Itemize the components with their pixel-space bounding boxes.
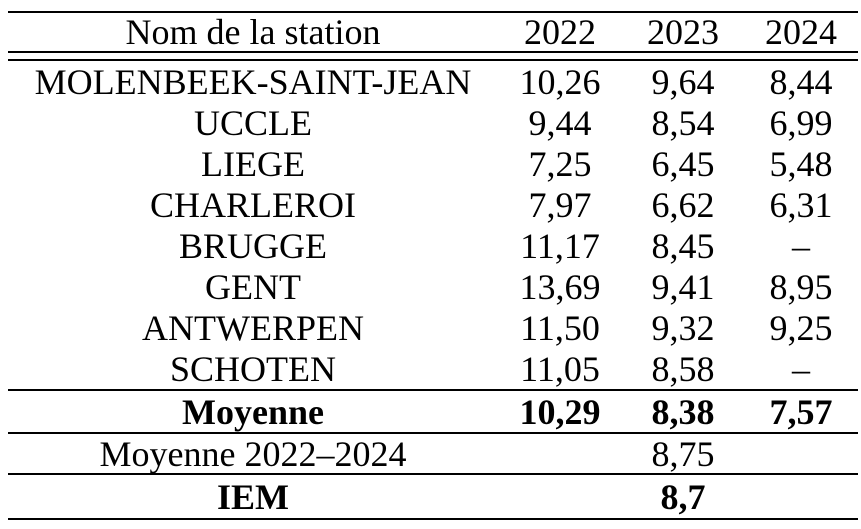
station-name: BRUGGE [178,225,327,266]
empty-cell [498,433,622,475]
iem-row: IEM 8,7 [8,474,858,520]
station-name: ANTWERPEN [142,307,364,348]
column-header-station: Nom de la station [8,12,498,53]
value-2024-missing: – [792,225,810,266]
value-2022: 7,25 [528,143,592,184]
table-row: CHARLEROI 7,97 6,62 6,31 [8,184,858,225]
column-header-2024: 2024 [744,12,858,53]
value-2024: 6,31 [769,184,833,225]
value-2022: 7,97 [528,184,592,225]
value-2022: 11,05 [520,348,600,389]
value-2023: 8,58 [651,348,715,389]
station-name: LIEGE [201,143,305,184]
station-name: SCHOTEN [169,348,336,389]
moyenne-row: Moyenne 10,29 8,38 7,57 [8,389,858,434]
moyenne-2023: 8,38 [622,389,744,434]
table-row: ANTWERPEN 11,50 9,32 9,25 [8,307,858,348]
moyenne-label: Moyenne [8,389,498,434]
value-2024-missing: – [792,348,810,389]
overall-average-value: 8,75 [622,433,744,475]
value-2023: 8,54 [651,102,715,143]
value-2023: 6,45 [651,143,715,184]
moyenne-2022: 10,29 [498,389,622,434]
header-row: Nom de la station 2022 2023 2024 [8,12,858,53]
value-2022: 10,26 [519,61,601,102]
station-name: CHARLEROI [150,184,356,225]
iem-label: IEM [8,474,498,520]
column-header-2023: 2023 [622,12,744,53]
value-2022: 13,69 [519,266,601,307]
station-averages-table: Nom de la station 2022 2023 2024 MOLENBE… [8,11,858,520]
moyenne-2024: 7,57 [744,389,858,434]
value-2023: 9,41 [651,266,715,307]
station-name: GENT [205,266,301,307]
column-header-2022: 2022 [498,12,622,53]
table-row: MOLENBEEK-SAINT-JEAN 10,26 9,64 8,44 [8,60,858,102]
table-row: UCCLE 9,44 8,54 6,99 [8,102,858,143]
overall-average-label: Moyenne 2022–2024 [8,433,498,475]
value-2022: 11,17 [520,225,600,266]
value-2024: 5,48 [769,143,833,184]
double-rule-gap [8,52,858,61]
station-name: MOLENBEEK-SAINT-JEAN [34,61,472,102]
station-name: UCCLE [193,102,312,143]
table-row: GENT 13,69 9,41 8,95 [8,266,858,307]
empty-cell [744,433,858,475]
value-2023: 9,64 [651,61,715,102]
value-2023: 8,45 [651,225,715,266]
empty-cell [498,474,622,520]
value-2023: 9,32 [651,307,715,348]
table-row: LIEGE 7,25 6,45 5,48 [8,143,858,184]
value-2024: 8,95 [769,266,833,307]
empty-cell [744,474,858,520]
table-row: BRUGGE 11,17 8,45 – [8,225,858,266]
value-2022: 11,50 [520,307,600,348]
value-2022: 9,44 [528,102,592,143]
iem-value: 8,7 [622,474,744,520]
overall-average-row: Moyenne 2022–2024 8,75 [8,433,858,475]
double-rule-spacer [8,52,858,61]
value-2024: 6,99 [769,102,833,143]
value-2023: 6,62 [651,184,715,225]
value-2024: 8,44 [769,61,833,102]
table-row: SCHOTEN 11,05 8,58 – [8,348,858,390]
value-2024: 9,25 [769,307,833,348]
